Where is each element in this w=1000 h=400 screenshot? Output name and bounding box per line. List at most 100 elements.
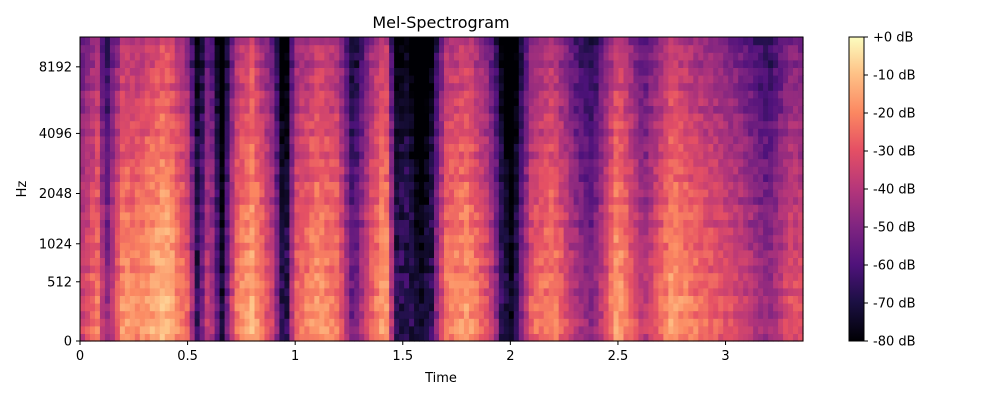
spectrogram-cell [339, 90, 345, 99]
spectrogram-cell [114, 249, 121, 258]
spectrogram-cell [80, 90, 86, 99]
spectrogram-cell [89, 181, 96, 190]
spectrogram-cell [513, 158, 520, 167]
spectrogram-cell [104, 325, 111, 334]
spectrogram-cell [458, 120, 465, 129]
spectrogram-cell [254, 52, 261, 61]
spectrogram-cell [249, 52, 256, 61]
spectrogram-cell [114, 120, 121, 129]
spectrogram-cell [199, 318, 206, 327]
spectrogram-cell [453, 67, 460, 76]
spectrogram-cell [354, 173, 360, 182]
spectrogram-cell [264, 242, 271, 251]
spectrogram-cell [658, 52, 664, 61]
spectrogram-cell [533, 97, 540, 106]
spectrogram-cell [463, 295, 470, 304]
spectrogram-cell [409, 82, 415, 91]
spectrogram-cell [618, 310, 625, 319]
spectrogram-cell [324, 173, 330, 182]
spectrogram-cell [648, 67, 655, 76]
spectrogram-cell [199, 249, 206, 258]
spectrogram-cell [633, 173, 640, 182]
spectrogram-cell [194, 158, 201, 167]
spectrogram-cell [134, 265, 141, 274]
spectrogram-cell [354, 189, 360, 198]
spectrogram-cell [673, 310, 679, 319]
spectrogram-cell [184, 173, 191, 182]
spectrogram-cell [394, 120, 400, 129]
spectrogram-cell [209, 52, 216, 61]
spectrogram-cell [109, 189, 116, 198]
spectrogram-cell [89, 37, 96, 46]
spectrogram-cell [543, 143, 550, 152]
spectrogram-cell [154, 37, 161, 46]
spectrogram-cell [324, 219, 330, 228]
spectrogram-cell [434, 272, 440, 281]
spectrogram-cell [299, 280, 305, 289]
spectrogram-cell [254, 67, 261, 76]
spectrogram-cell [304, 82, 310, 91]
spectrogram-cell [119, 75, 126, 84]
spectrogram-cell [448, 242, 455, 251]
spectrogram-cell [563, 219, 570, 228]
spectrogram-cell [134, 325, 141, 334]
spectrogram-cell [563, 272, 570, 281]
spectrogram-cell [434, 257, 440, 266]
spectrogram-cell [463, 249, 470, 258]
spectrogram-cell [568, 333, 575, 342]
spectrogram-cell [633, 120, 640, 129]
spectrogram-cell [119, 105, 126, 114]
spectrogram-cell [104, 135, 111, 144]
spectrogram-cell [443, 120, 450, 129]
spectrogram-cell [508, 97, 515, 106]
spectrogram-cell [204, 75, 211, 84]
spectrogram-cell [199, 204, 206, 213]
spectrogram-cell [613, 234, 620, 243]
spectrogram-cell [149, 97, 156, 106]
spectrogram-cell [443, 272, 450, 281]
spectrogram-cell [364, 333, 370, 342]
spectrogram-cell [304, 272, 310, 281]
spectrogram-cell [693, 211, 699, 220]
spectrogram-cell [224, 234, 231, 243]
spectrogram-cell [613, 303, 620, 312]
spectrogram-cell [488, 181, 495, 190]
spectrogram-cell [139, 90, 146, 99]
spectrogram-cell [483, 189, 490, 198]
spectrogram-cell [254, 227, 261, 236]
spectrogram-cell [648, 105, 655, 114]
spectrogram-cell [244, 272, 251, 281]
spectrogram-cell [508, 59, 515, 68]
spectrogram-cell [628, 90, 635, 99]
spectrogram-cell [164, 196, 171, 205]
spectrogram-cell [458, 173, 465, 182]
spectrogram-cell [324, 265, 330, 274]
spectrogram-cell [154, 135, 161, 144]
spectrogram-cell [528, 90, 535, 99]
spectrogram-cell [229, 143, 236, 152]
spectrogram-cell [658, 135, 664, 144]
spectrogram-cell [119, 82, 126, 91]
spectrogram-cell [643, 196, 650, 205]
spectrogram-cell [538, 113, 545, 122]
spectrogram-cell [578, 52, 585, 61]
spectrogram-cell [189, 219, 196, 228]
spectrogram-cell [463, 280, 470, 289]
spectrogram-cell [518, 105, 525, 114]
spectrogram-cell [493, 333, 500, 342]
spectrogram-cell [538, 303, 545, 312]
spectrogram-cell [349, 166, 355, 175]
spectrogram-cell [394, 287, 400, 296]
spectrogram-cell [309, 219, 315, 228]
spectrogram-cell [678, 325, 684, 334]
spectrogram-cell [214, 173, 221, 182]
spectrogram-cell [184, 295, 191, 304]
spectrogram-cell [269, 75, 276, 84]
spectrogram-cell [279, 325, 286, 334]
spectrogram-cell [409, 272, 415, 281]
spectrogram-cell [169, 280, 176, 289]
spectrogram-cell [259, 272, 266, 281]
spectrogram-cell [673, 189, 679, 198]
spectrogram-cell [653, 75, 659, 84]
spectrogram-cell [209, 219, 216, 228]
